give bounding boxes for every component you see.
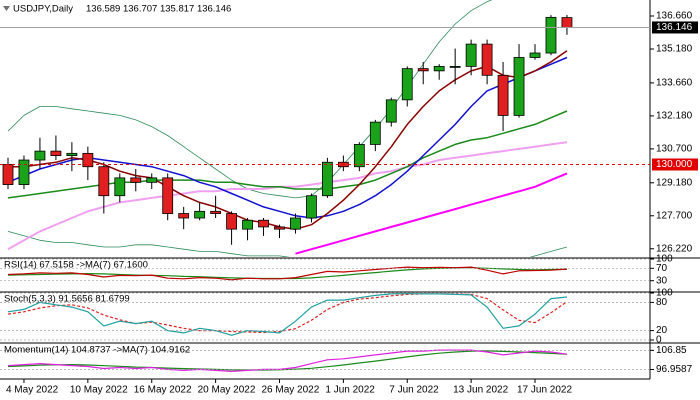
candle-body [306,195,317,219]
candle-body [226,213,237,230]
candle-body [210,210,222,214]
candle-body [321,161,333,197]
indicator-line [7,266,568,281]
candle-body [401,68,413,101]
pane [7,266,568,281]
y-tick-label: 80 [656,297,668,308]
x-tick-label: 26 May 2022 [261,385,319,396]
candle-body [561,17,573,28]
x-tick-label: 16 May 2022 [134,385,192,396]
candle-body [385,99,397,123]
candle-body [18,159,30,185]
y-tick-label: 100 [656,288,673,299]
candle-body [513,57,525,116]
price-tag-label: 136.146 [656,22,693,33]
x-tick-label: 1 Jun 2022 [325,385,375,396]
candle-body [98,166,110,197]
y-tick-label: 135.180 [656,44,693,55]
candle-body [497,74,509,116]
candle-body [481,43,493,76]
y-tick-label: 129.180 [656,177,693,188]
candle-body [114,177,126,197]
candle-body [465,43,477,67]
candle-body [274,226,285,230]
candle-body [290,217,301,230]
pane [7,293,568,336]
indicator-line [295,172,568,255]
candle-body [545,16,557,54]
x-tick-label: 10 May 2022 [70,385,128,396]
indicator-line [7,0,493,199]
candle-body [34,150,46,161]
indicator-line [7,56,568,219]
candle-body [242,219,253,230]
y-tick-label: 30 [656,275,668,286]
candle-body [50,150,62,156]
candle-body [369,121,381,145]
y-tick-label: 126.220 [656,243,693,254]
x-tick-label: 4 May 2022 [6,385,59,396]
price-tag [652,21,698,34]
y-tick-label: 132.180 [656,111,693,122]
y-tick-label: 70 [656,263,668,274]
candle-body [353,144,365,168]
y-tick-label: 100 [656,254,673,265]
candle-body [258,219,269,228]
x-tick-label: 17 Jun 2022 [517,385,572,396]
pane-title: Momentum(14) 104.8737 ->MA(7) 104.9162 [4,345,190,356]
indicator-line [8,50,568,230]
y-tick-label: 106.85 [656,345,687,356]
chart-subtitle: 136.589 136.707 135.817 136.146 [86,4,231,15]
chart-title: USDJPY,Daily [13,4,73,15]
candle-body [2,164,14,185]
indicator-line [7,293,568,336]
price-tag [652,158,698,171]
x-tick-label: 20 May 2022 [198,385,256,396]
candle-body [178,213,190,219]
x-tick-label: 7 Jun 2022 [389,385,439,396]
candle-body [146,177,158,183]
pane-title: RSI(14) 67.5158 ->MA(7) 67.1600 [4,260,148,271]
indicator-line [7,231,568,257]
candle-body [529,52,541,58]
collapse-icon [3,6,10,11]
y-tick-label: 127.700 [656,210,693,221]
y-tick-label: 136.660 [656,11,693,22]
candle-body [449,65,461,68]
candle-body [130,177,142,183]
indicator-line [7,141,568,251]
price-tag-label: 130.000 [656,159,693,170]
candle-body [433,65,445,72]
candle-body [66,152,78,156]
y-tick-label: 130.700 [656,144,693,155]
candle-body [417,68,429,72]
candle-body [194,210,206,219]
y-tick-label: 20 [656,325,668,336]
pane-title: Stoch(5,3,3) 91.5656 81.6799 [4,294,130,305]
y-tick-label: 133.660 [656,78,693,89]
indicator-line [7,350,568,371]
x-tick-label: 13 Jun 2022 [453,385,508,396]
y-tick-label: 0 [656,335,662,346]
candle-body [82,152,94,168]
pane [2,0,573,257]
candle-body [162,177,174,214]
y-tick-label: 96.9587 [656,364,693,375]
indicator-line [7,293,568,334]
